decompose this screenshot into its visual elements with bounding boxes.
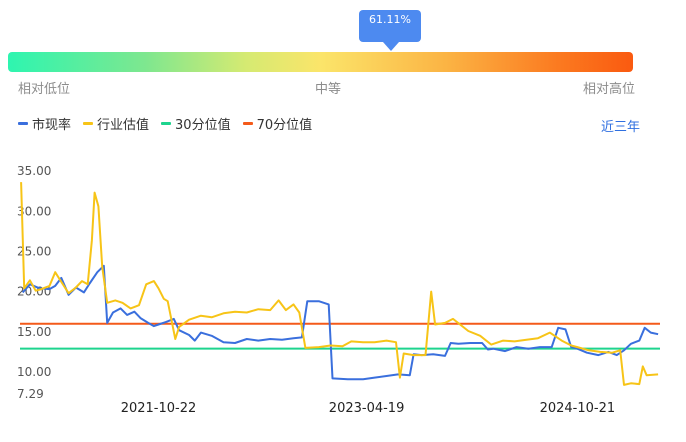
period-selector[interactable]: 近三年 — [600, 120, 640, 135]
x-tick-label: 2024-10-21 — [540, 401, 616, 416]
legend-item-p70[interactable]: 70分位值 — [242, 114, 313, 133]
legend-swatch-p30 — [161, 122, 172, 125]
y-tick-label: 15.00 — [17, 325, 51, 339]
y-tick-label: 30.00 — [17, 204, 51, 218]
y-tick-label: 10.00 — [17, 365, 51, 379]
legend-label-market: 市现率 — [32, 118, 72, 133]
series-line-industry — [20, 182, 659, 386]
x-axis: 2021-10-22 2023-04-19 2024-10-21 — [121, 401, 615, 416]
legend-label-industry: 行业估值 — [97, 118, 150, 133]
legend-item-p30[interactable]: 30分位值 — [161, 114, 231, 133]
legend-swatch-industry — [83, 122, 94, 125]
y-tick-label: 25.00 — [17, 245, 51, 259]
valuation-gauge-bar — [8, 52, 633, 72]
legend-swatch-market — [18, 122, 28, 125]
legend-item-market[interactable]: 市现率 — [18, 114, 71, 133]
chart-legend: 市现率 行业估值 30分位值 70分位值 — [18, 114, 312, 133]
x-tick-label: 2021-10-22 — [121, 401, 197, 416]
legend-label-p70: 70分位值 — [256, 118, 313, 133]
gauge-value-label: 61.11% — [368, 13, 411, 26]
x-tick-label: 2023-04-19 — [329, 401, 405, 416]
y-tick-label: 7.29 — [17, 387, 44, 401]
legend-label-p30: 30分位值 — [175, 118, 231, 133]
legend-item-industry[interactable]: 行业估值 — [83, 114, 149, 133]
gauge-label-low: 相对低位 — [18, 82, 71, 97]
legend-swatch-p70 — [242, 122, 253, 125]
gauge-label-high: 相对高位 — [583, 82, 636, 97]
gauge-label-mid: 中等 — [315, 82, 342, 97]
series-layer — [20, 182, 660, 386]
gauge-value-tooltip: 61.11% — [358, 10, 421, 51]
y-tick-label: 35.00 — [17, 164, 51, 178]
series-line-market — [21, 264, 659, 381]
